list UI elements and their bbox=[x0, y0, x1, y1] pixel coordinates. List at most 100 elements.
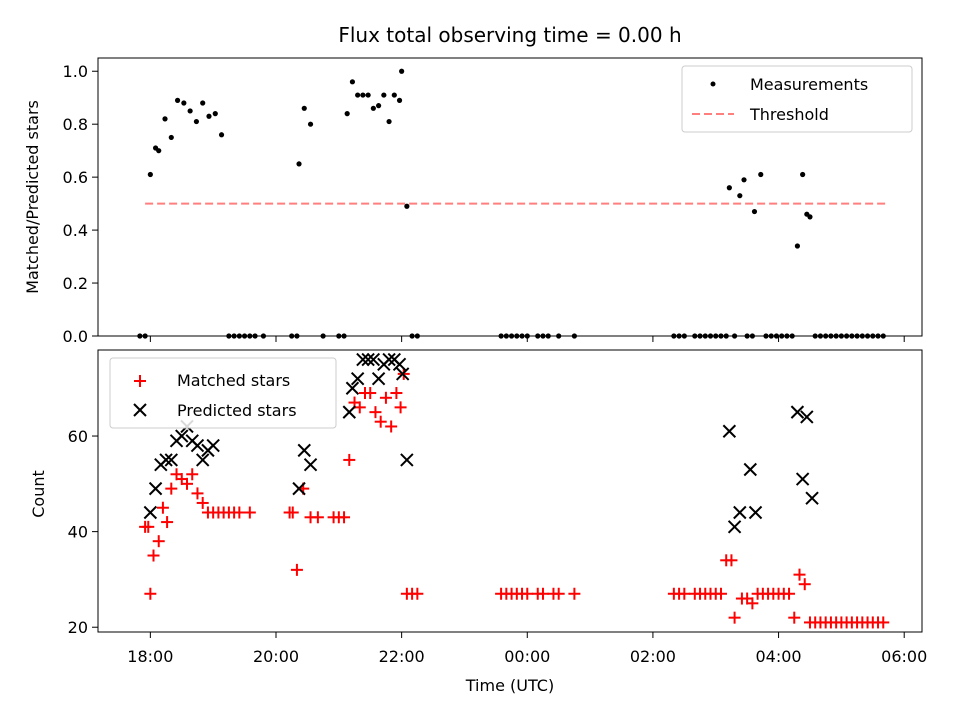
measurement-point bbox=[307, 121, 314, 127]
measurement-point bbox=[349, 79, 356, 85]
measurement-point bbox=[162, 116, 168, 122]
top-y-tick-label: 0.6 bbox=[63, 168, 88, 187]
predicted-star-point bbox=[392, 357, 407, 372]
measurement-point bbox=[375, 103, 382, 109]
matched-star-point bbox=[379, 391, 392, 404]
matched-star-point bbox=[165, 482, 178, 495]
predicted-star-point bbox=[303, 458, 318, 472]
measurement-point bbox=[381, 92, 387, 98]
measurement-point bbox=[181, 100, 187, 106]
x-tick-label: 02:00 bbox=[630, 647, 676, 666]
matched-star-point bbox=[196, 496, 209, 509]
predicted-star-point bbox=[206, 438, 220, 453]
measurement-point bbox=[187, 108, 193, 114]
predicted-star-point bbox=[143, 505, 158, 520]
top-y-tick-label: 0.8 bbox=[63, 115, 88, 134]
predicted-star-point bbox=[175, 429, 189, 443]
top-y-tick-label: 0.0 bbox=[63, 327, 88, 346]
measurement-point bbox=[794, 243, 801, 249]
matched-star-point bbox=[180, 477, 193, 490]
matched-star-point bbox=[728, 611, 741, 624]
measurement-point bbox=[193, 118, 200, 125]
matched-star-point bbox=[411, 587, 424, 600]
top-panel: 0.0 0.2 0.4 0.6 0.8 1.0 Matched/Predicted sta… bbox=[23, 57, 923, 346]
legend-predicted-marker bbox=[133, 403, 147, 417]
measurement-point bbox=[147, 171, 153, 178]
matched-star-point bbox=[521, 587, 534, 600]
matched-star-point bbox=[286, 506, 299, 519]
matched-star-point bbox=[568, 587, 581, 600]
matched-star-point bbox=[385, 420, 398, 433]
predicted-star-point bbox=[356, 352, 370, 367]
matched-star-point bbox=[877, 616, 890, 629]
legend-matched-marker bbox=[134, 375, 146, 387]
measurement-point bbox=[301, 105, 307, 111]
matched-star-point bbox=[369, 406, 382, 419]
matched-star-point bbox=[536, 587, 549, 600]
bottom-y-tick-label: 20 bbox=[68, 618, 88, 637]
legend-measurements-marker bbox=[710, 81, 716, 87]
measurement-point bbox=[355, 92, 361, 98]
top-y-tick-label: 1.0 bbox=[63, 62, 88, 81]
predicted-star-point bbox=[722, 424, 737, 438]
matched-star-point bbox=[725, 554, 738, 567]
predicted-star-point bbox=[345, 381, 360, 395]
measurement-point bbox=[396, 97, 403, 103]
matched-star-point bbox=[714, 587, 727, 600]
measurement-point bbox=[156, 148, 162, 154]
measurement-point bbox=[168, 134, 174, 141]
matched-star-point bbox=[152, 535, 165, 548]
measurement-point bbox=[726, 185, 732, 191]
top-y-axis-label: Matched/Predicted stars bbox=[23, 100, 42, 294]
bottom-panel: 20 40 60 18:00 20:00 22:00 00:00 02:00 04:00 06:… bbox=[29, 349, 927, 695]
x-tick-label: 22:00 bbox=[379, 647, 425, 666]
measurement-point bbox=[807, 214, 813, 220]
predicted-star-point bbox=[800, 410, 814, 424]
measurement-point bbox=[200, 100, 206, 106]
predicted-star-point bbox=[733, 505, 747, 520]
x-tick-label: 18:00 bbox=[127, 647, 173, 666]
matched-star-point bbox=[161, 516, 174, 529]
legend-matched-label: Matched stars bbox=[177, 371, 290, 390]
legend-measurements-label: Measurements bbox=[750, 75, 868, 94]
matched-star-point bbox=[783, 587, 796, 600]
measurement-point bbox=[206, 113, 212, 119]
predicted-star-point bbox=[795, 472, 810, 486]
matched-star-point bbox=[353, 401, 366, 414]
predicted-star-point bbox=[159, 453, 173, 467]
measurement-point bbox=[360, 92, 366, 98]
matched-star-point bbox=[793, 568, 806, 581]
predicted-star-point bbox=[400, 453, 414, 467]
measurement-point bbox=[296, 161, 302, 167]
matched-star-point bbox=[233, 506, 246, 519]
predicted-star-point bbox=[727, 520, 742, 534]
top-y-tick-label: 0.2 bbox=[63, 274, 88, 293]
predicted-star-point bbox=[395, 367, 410, 381]
chart-title: Flux total observing time = 0.00 h bbox=[338, 23, 681, 47]
x-axis-label: Time (UTC) bbox=[465, 676, 554, 695]
predicted-star-point bbox=[297, 443, 311, 458]
measurement-point bbox=[365, 92, 371, 98]
top-y-tick-label: 0.4 bbox=[63, 221, 88, 240]
predicted-star-point bbox=[790, 405, 805, 419]
matched-star-point bbox=[311, 511, 324, 524]
predicted-star-point bbox=[371, 371, 386, 386]
predicted-star-point bbox=[366, 352, 381, 367]
predicted-star-point bbox=[361, 352, 375, 367]
predicted-star-point bbox=[748, 505, 763, 520]
matched-star-point bbox=[338, 511, 351, 524]
matched-star-point bbox=[186, 468, 199, 481]
measurement-point bbox=[218, 132, 225, 138]
bottom-y-tick-label: 60 bbox=[68, 427, 88, 446]
predicted-star-point bbox=[164, 453, 178, 467]
predicted-star-point bbox=[148, 481, 163, 496]
measurement-point bbox=[737, 193, 743, 199]
matched-star-point bbox=[147, 549, 160, 562]
measurement-point bbox=[404, 203, 410, 209]
predicted-star-point bbox=[805, 491, 819, 505]
matched-star-point bbox=[243, 506, 256, 519]
bottom-y-axis-label: Count bbox=[29, 470, 48, 518]
predicted-star-point bbox=[190, 438, 205, 453]
predicted-star-point bbox=[382, 352, 396, 367]
